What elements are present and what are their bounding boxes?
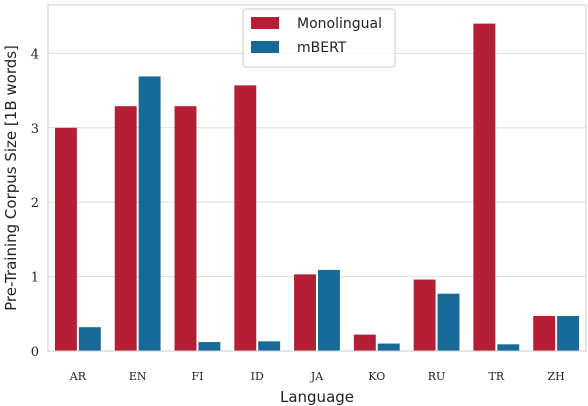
x-tick-label: TR [489,370,505,383]
bar-monolingual-ja [294,274,316,351]
bar-monolingual-en [114,106,137,351]
x-tick-label: AR [69,370,87,383]
legend-label-monolingual: Monolingual [297,16,382,32]
bar-mbert-fi [198,342,221,351]
y-tick-label: 4 [31,47,39,62]
bars [54,23,580,352]
bar-mbert-id [258,341,281,351]
y-tick-label: 1 [31,271,39,286]
x-tick-labels: AR EN FI ID JA KO RU TR ZH [69,370,565,383]
x-axis-title: Language [280,388,354,406]
bar-monolingual-ko [353,334,376,351]
bar-monolingual-fi [174,106,197,351]
bar-mbert-zh [557,316,580,351]
bar-monolingual-ru [413,279,436,351]
x-tick-label: ZH [547,370,564,383]
x-tick-label: FI [191,370,203,383]
x-tick-label: ID [251,370,264,383]
y-tick-label: 3 [31,122,39,137]
y-tick-label: 0 [31,345,39,360]
legend-box [242,8,396,68]
bar-monolingual-tr [473,23,496,352]
x-tick-label: JA [310,370,324,383]
x-tick-label: RU [428,370,446,383]
x-tick-label: EN [129,370,147,383]
bar-monolingual-zh [533,316,556,351]
y-tick-labels: 0 1 2 3 4 [31,47,39,360]
x-tick-label: KO [368,370,385,383]
bar-mbert-ja [318,269,340,351]
legend-swatch-mbert [251,41,279,53]
bar-mbert-ru [437,293,460,351]
bar-mbert-tr [497,344,520,351]
bar-monolingual-ar [54,127,77,351]
legend-swatch-monolingual [251,17,279,29]
legend-label-mbert: mBERT [297,40,347,56]
plot-frame [47,4,587,352]
legend: Monolingual mBERT [242,8,396,68]
bar-mbert-ko [377,343,400,351]
bar-monolingual-id [234,85,257,351]
bar-mbert-en [138,76,161,352]
y-tick-label: 2 [31,196,39,211]
bar-mbert-ar [78,327,101,351]
y-axis-title: Pre-Training Corpus Size [1B words] [2,45,20,311]
